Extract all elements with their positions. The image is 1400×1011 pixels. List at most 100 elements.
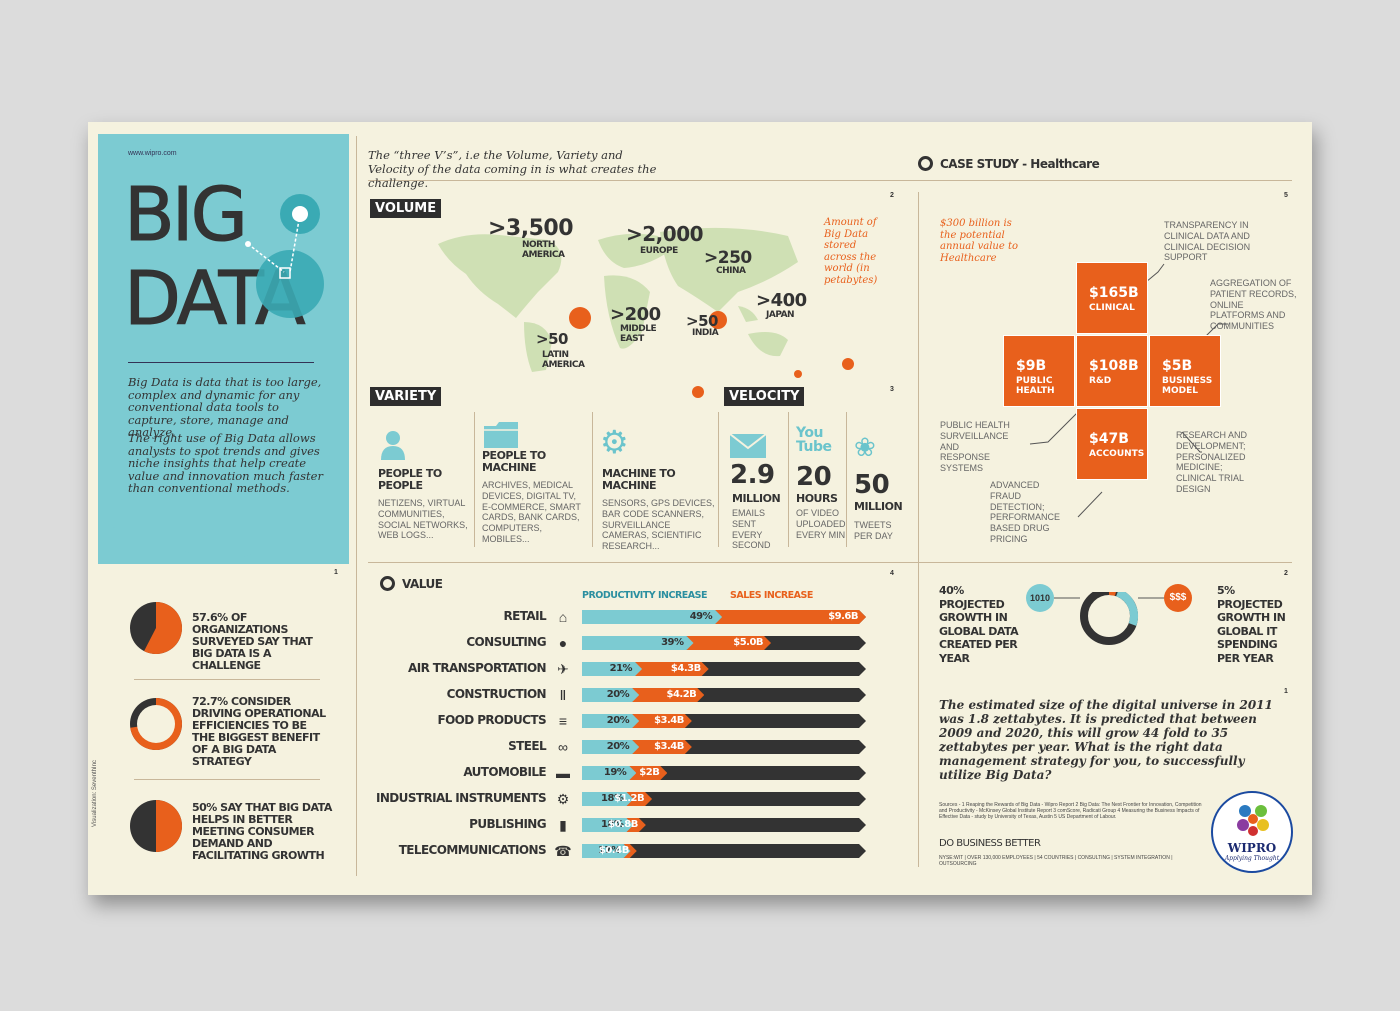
velocity-3-unit: MILLION (854, 500, 903, 513)
productivity-bar (582, 714, 639, 728)
sales-label: $0.8B (608, 819, 638, 830)
industry-label: INDUSTRIAL INSTRUMENTS (376, 791, 547, 805)
sales-label: $9.6B (828, 611, 858, 622)
velocity-2-desc: OF VIDEO UPLOADED EVERY MIN (796, 508, 846, 540)
productivity-label: 39% (661, 637, 684, 648)
value-row: CONSTRUCTION Ⅱ 20% $4.2B (447, 687, 866, 703)
network-nodes-icon (245, 194, 324, 318)
person-icon (380, 430, 406, 460)
growth-left-text: 40% PROJECTED GROWTH IN GLOBAL DATA CREA… (939, 584, 1019, 665)
sales-label: $3.4B (654, 741, 684, 752)
europe-value: >2,000 (626, 222, 704, 246)
footnote-velocity: 3 (890, 386, 894, 393)
sales-bar (715, 610, 866, 624)
banner-point (98, 522, 349, 564)
infographic-poster: www.wipro.com BIG DATA Big Data is data … (88, 122, 1312, 895)
sales-bar (687, 636, 772, 650)
velocity-3-desc: TWEETS PER DAY (854, 520, 893, 541)
volume-bubble (692, 386, 704, 398)
case-box-accounts: $47B ACCOUNTS (1076, 408, 1148, 480)
variety-1-desc: NETIZENS, VIRTUAL COMMUNITIES, SOCIAL NE… (378, 498, 468, 541)
sales-label: $5.0B (733, 637, 764, 648)
sources: Sources - 1 Reaping the Rewards of Big D… (939, 802, 1202, 820)
stat-text-2: 72.7% CONSIDER DRIVING OPERATIONAL EFFIC… (192, 695, 326, 768)
wipro-logo[interactable]: WIPRO Applying Thought (1211, 791, 1293, 873)
latin-america-value: >50 (536, 330, 568, 348)
rd-value: $108B (1089, 358, 1139, 374)
value-row: CONSULTING ● 39% $5.0B (466, 635, 866, 651)
productivity-bar (582, 818, 633, 832)
sales-label: $2B (639, 767, 660, 778)
variety-2-desc: ARCHIVES, MEDICAL DEVICES, DIGITAL TV, E… (482, 480, 581, 544)
header-rule (368, 180, 1292, 181)
productivity-bar (582, 792, 633, 806)
burger-icon: ≡ (558, 713, 568, 729)
productivity-bar (582, 688, 639, 702)
legend-sales: SALES INCREASE (730, 590, 813, 601)
productivity-bar (582, 662, 642, 676)
value-row: AUTOMOBILE ▬ 19% $2B (463, 765, 866, 781)
chain-link-icon: ∞ (558, 739, 568, 755)
sales-bar (626, 818, 645, 832)
volume-tag: VOLUME (370, 199, 442, 218)
sales-bar (632, 714, 692, 728)
india-label: INDIA (692, 328, 719, 338)
growth-donut (1054, 592, 1164, 645)
speech-bubble-icon: ● (558, 635, 568, 651)
mail-icon (729, 433, 767, 458)
growth-right-text: 5% PROJECTED GROWTH IN GLOBAL IT SPENDIN… (1217, 584, 1286, 665)
footnote-volume: 2 (890, 192, 894, 199)
velocity-1-number: 2.9 (730, 460, 775, 490)
industry-label: AIR TRANSPORTATION (408, 661, 547, 675)
accounts-value: $47B (1089, 431, 1129, 447)
volume-bubbles (569, 307, 854, 398)
velocity-2-number: 20 (796, 462, 832, 492)
sales-bar (626, 792, 652, 806)
volume-bubble (709, 311, 727, 329)
telephone-icon: ☎ (554, 843, 572, 859)
wipro-flower-icon (1237, 805, 1269, 836)
value-row: RETAIL ⌂ 49% $9.6B (504, 609, 866, 625)
intro-paragraph-2: The right use of Big Data allows analyst… (128, 431, 323, 495)
clinical-label: CLINICAL (1089, 303, 1135, 313)
value-row: FOOD PRODUCTS ≡ 20% $3.4B (437, 713, 866, 729)
variety-tag: VARIETY (370, 387, 442, 406)
productivity-bar (582, 844, 631, 858)
sales-label: $4.3B (670, 663, 701, 674)
volume-bubble (569, 307, 591, 329)
velocity-3-number: 50 (854, 470, 890, 500)
tag-icon: ⌂ (558, 609, 568, 625)
accounts-label: ACCOUNTS (1089, 449, 1145, 459)
middle-east-label: MIDDLE EAST (620, 324, 657, 344)
youtube-icon: You Tube (796, 425, 832, 455)
sales-bar (632, 740, 692, 754)
note-fraud: ADVANCED FRAUD DETECTION; PERFORMANCE BA… (990, 480, 1061, 544)
stat-divider-1 (134, 679, 320, 680)
japan-label: JAPAN (766, 310, 795, 320)
three-vs-intro: The “three V’s”, i.e the Volume, Variety… (368, 148, 657, 190)
value-row: PUBLISHING ▮ 18% $0.8B (469, 817, 866, 833)
pie-slice (144, 602, 182, 654)
binary-badge-icon: 1010 (1026, 584, 1054, 612)
note-aggregation: AGGREGATION OF PATIENT RECORDS, ONLINE P… (1210, 278, 1297, 332)
pillars-icon: Ⅱ (559, 687, 567, 703)
europe-label: EUROPE (640, 246, 678, 256)
bar-track (582, 844, 866, 858)
site-url[interactable]: www.wipro.com (128, 150, 177, 157)
value-row: STEEL ∞ 20% $3.4B (508, 739, 866, 755)
velocity-divider-2 (846, 412, 847, 547)
productivity-label: 20% (606, 715, 630, 726)
productivity-label: 18% (601, 793, 624, 804)
productivity-label: 18% (601, 819, 624, 830)
money-badge-icon: $$$ (1164, 584, 1192, 612)
footnote-growth: 2 (1284, 570, 1288, 577)
footnote-value: 4 (890, 570, 894, 577)
note-transparency: TRANSPARENCY IN CLINICAL DATA AND CLINIC… (1164, 220, 1251, 263)
footnote-quote: 1 (1284, 688, 1288, 695)
velocity-divider-1 (788, 412, 789, 547)
volume-bubble (794, 370, 802, 378)
pie-slice (156, 800, 182, 852)
sales-bar (632, 688, 704, 702)
footer-info: NYSE:WIT | OVER 130,000 EMPLOYEES | 54 C… (939, 855, 1173, 867)
japan-value: >400 (756, 290, 807, 311)
